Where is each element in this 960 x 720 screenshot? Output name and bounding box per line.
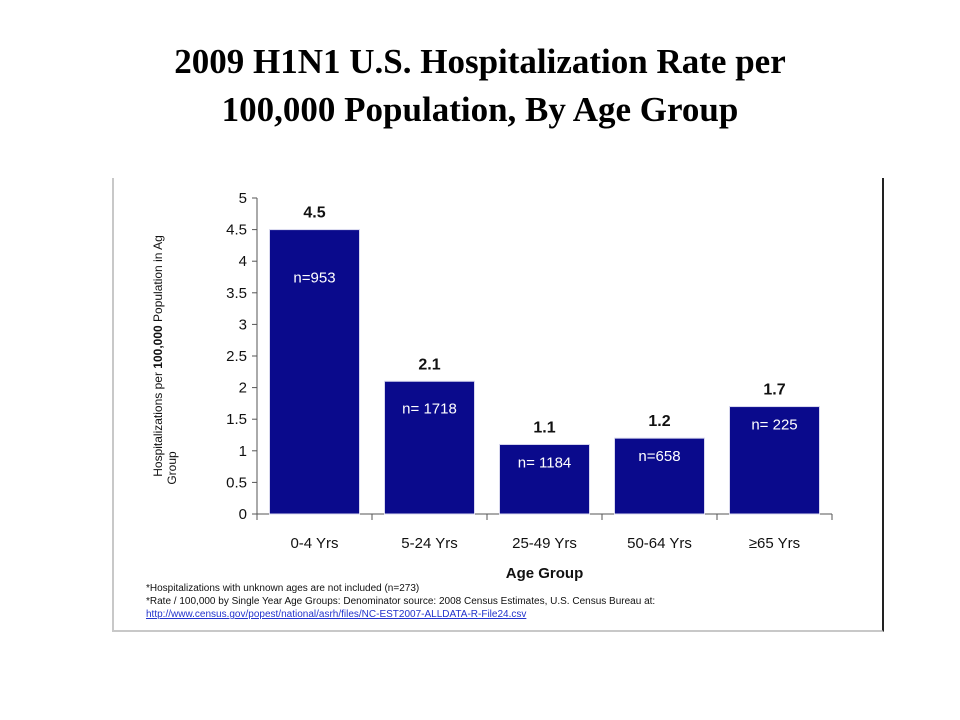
title-line-2: 100,000 Population, By Age Group: [221, 90, 739, 129]
y-tick-label: 4: [239, 253, 247, 270]
x-tick-label: ≥65 Yrs: [749, 535, 800, 552]
bar-value-label: 1.1: [533, 419, 555, 436]
y-tick-label: 0: [239, 506, 247, 523]
bar-n-label: n= 1184: [518, 454, 572, 471]
footnote-unknown-ages: *Hospitalizations with unknown ages are …: [146, 583, 420, 594]
bar-value-label: 1.7: [763, 382, 785, 399]
y-tick-label: 2: [239, 380, 247, 397]
bar-n-label: n= 1718: [402, 400, 457, 417]
y-axis-title-part: Population in Ag: [151, 235, 165, 325]
bar-n-label: n=658: [638, 448, 680, 465]
bar-value-label: 1.2: [648, 413, 670, 430]
y-tick-label: 1.5: [226, 411, 247, 428]
chart-frame: 0 0.5 1 1.5 2 2.5 3 3.5 4 4.5 5 4.5 n=953 0-4 Yrs 2.1 n…: [112, 178, 884, 632]
bar: [729, 406, 820, 515]
y-axis-title-part: Hospitalizations per: [151, 369, 165, 477]
y-tick-label: 4.5: [226, 222, 247, 239]
bar: [384, 380, 475, 515]
y-tick-label: 3.5: [226, 285, 247, 302]
x-tick-label: 5-24 Yrs: [401, 535, 457, 552]
y-axis-title-line2: Group: [165, 451, 179, 485]
title-line-1: 2009 H1N1 U.S. Hospitalization Rate per: [174, 42, 786, 81]
y-tick-label: 0.5: [226, 474, 247, 491]
bar-n-label: n= 225: [751, 417, 797, 434]
bar-chart: 0 0.5 1 1.5 2 2.5 3 3.5 4 4.5 5 4.5 n=953 0-4 Yrs 2.1 n…: [151, 190, 833, 582]
y-tick-label: 2.5: [226, 348, 247, 365]
y-tick-label: 1: [239, 443, 247, 460]
bar-n-label: n=953: [293, 270, 335, 287]
bar: [269, 229, 360, 515]
y-axis-title-bold: 100,000: [151, 325, 165, 369]
footnote-rate-source: *Rate / 100,000 by Single Year Age Group…: [146, 596, 656, 607]
slide-title: 2009 H1N1 U.S. Hospitalization Rate per …: [40, 38, 920, 134]
y-axis-title: Hospitalizations per 100,000 Population …: [151, 235, 165, 477]
bar: [499, 443, 590, 515]
footnote-census-link[interactable]: http://www.census.gov/popest/national/as…: [146, 609, 527, 620]
x-tick-label: 0-4 Yrs: [290, 535, 338, 552]
bar: [614, 437, 705, 515]
x-tick-label: 50-64 Yrs: [627, 535, 692, 552]
y-tick-label: 3: [239, 316, 247, 333]
bar-value-label: 2.1: [418, 356, 440, 373]
y-tick-label: 5: [239, 190, 247, 207]
x-axis-title: Age Group: [506, 565, 584, 582]
x-tick-label: 25-49 Yrs: [512, 535, 577, 552]
bar-value-label: 4.5: [303, 205, 325, 222]
